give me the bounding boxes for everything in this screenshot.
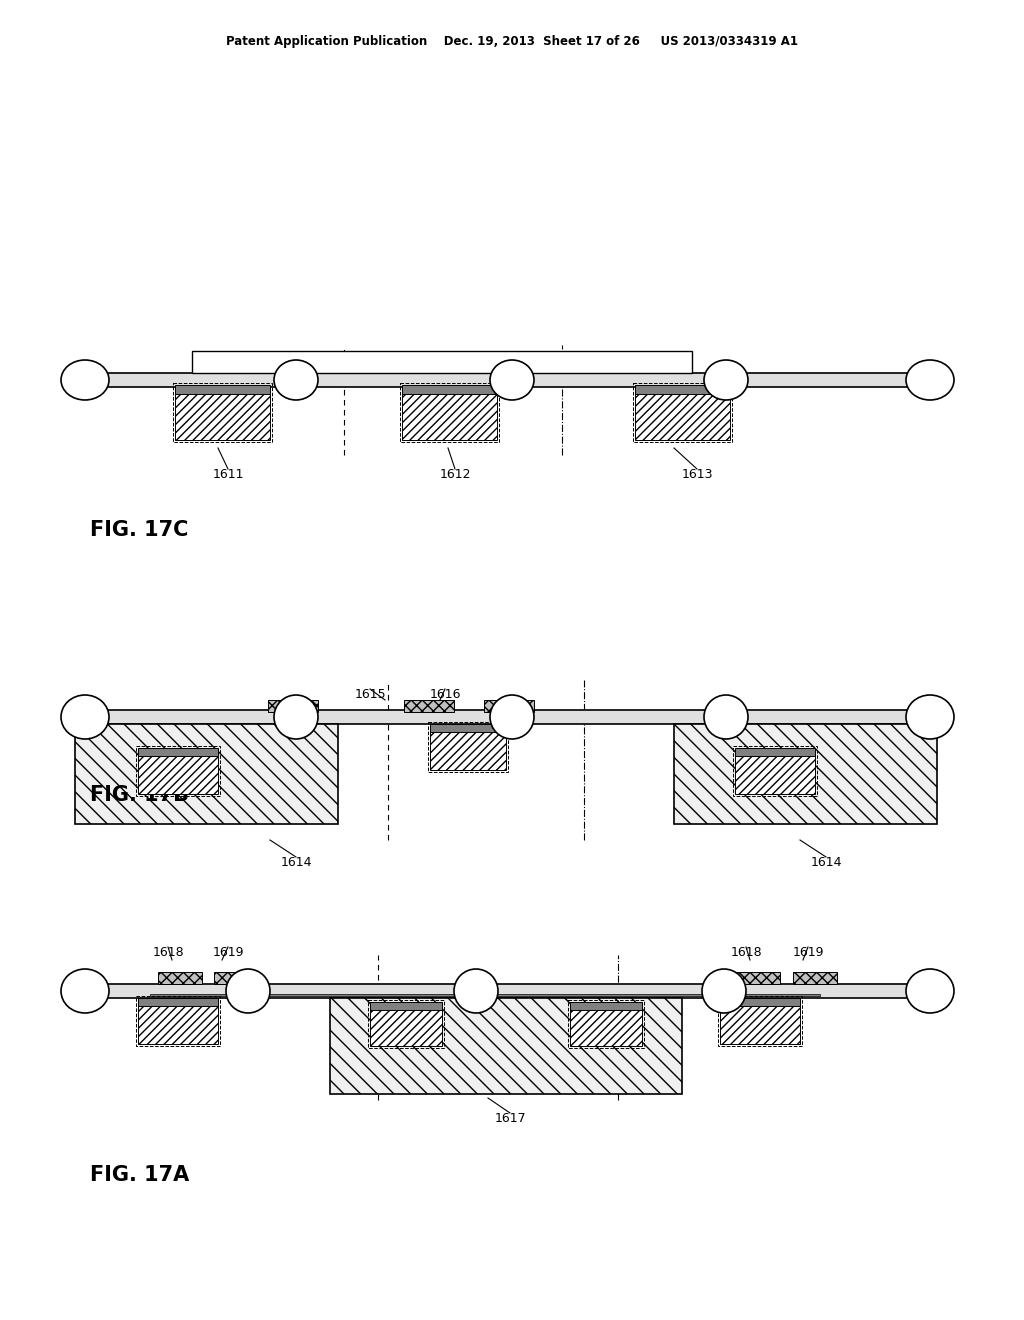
Bar xyxy=(330,998,682,1094)
Text: 1613: 1613 xyxy=(681,469,713,480)
Bar xyxy=(368,1001,444,1048)
Bar xyxy=(736,972,780,983)
Ellipse shape xyxy=(274,696,318,739)
Text: 1615: 1615 xyxy=(354,688,386,701)
Bar xyxy=(402,385,497,393)
Bar xyxy=(428,722,508,772)
Bar xyxy=(138,756,218,795)
Bar xyxy=(570,1002,642,1010)
Text: Patent Application Publication    Dec. 19, 2013  Sheet 17 of 26     US 2013/0334: Patent Application Publication Dec. 19, … xyxy=(226,36,798,49)
Bar xyxy=(138,998,218,1006)
Ellipse shape xyxy=(454,969,498,1012)
Bar xyxy=(150,994,820,997)
Text: 1618: 1618 xyxy=(730,946,762,960)
Text: 1612: 1612 xyxy=(439,469,471,480)
Text: 1614: 1614 xyxy=(810,855,842,869)
Bar xyxy=(138,1006,218,1044)
Text: 1617: 1617 xyxy=(495,1111,525,1125)
Text: FIG. 17C: FIG. 17C xyxy=(90,520,188,540)
Ellipse shape xyxy=(702,969,746,1012)
Bar xyxy=(268,700,318,711)
Text: FIG. 17B: FIG. 17B xyxy=(90,785,189,805)
Bar xyxy=(568,1001,644,1048)
Bar xyxy=(75,723,338,824)
Bar xyxy=(138,748,218,756)
Bar xyxy=(633,383,732,442)
Bar xyxy=(404,700,454,711)
Bar xyxy=(175,385,270,393)
Bar xyxy=(570,1010,642,1045)
Ellipse shape xyxy=(226,969,270,1012)
Text: 1619: 1619 xyxy=(793,946,823,960)
Bar xyxy=(75,374,937,387)
Bar xyxy=(635,385,730,393)
Ellipse shape xyxy=(61,696,109,739)
Ellipse shape xyxy=(705,360,748,400)
Bar xyxy=(484,700,534,711)
Bar xyxy=(136,997,220,1045)
Bar xyxy=(718,997,802,1045)
Ellipse shape xyxy=(906,360,954,400)
Text: FIG. 17A: FIG. 17A xyxy=(90,1166,189,1185)
Bar xyxy=(175,393,270,440)
Bar xyxy=(193,351,692,374)
Text: 1614: 1614 xyxy=(281,855,311,869)
Bar xyxy=(733,746,817,796)
Bar xyxy=(793,972,837,983)
Bar xyxy=(75,983,937,998)
Bar xyxy=(173,383,272,442)
Bar xyxy=(430,723,506,733)
Bar xyxy=(720,998,800,1006)
Ellipse shape xyxy=(274,360,318,400)
Bar xyxy=(158,972,202,983)
Ellipse shape xyxy=(906,969,954,1012)
Text: 1616: 1616 xyxy=(429,688,461,701)
Bar xyxy=(430,733,506,770)
Bar xyxy=(136,746,220,796)
Bar xyxy=(735,756,815,795)
Text: 1618: 1618 xyxy=(153,946,184,960)
Ellipse shape xyxy=(61,360,109,400)
Bar xyxy=(75,710,937,723)
Ellipse shape xyxy=(906,696,954,739)
Text: 1611: 1611 xyxy=(212,469,244,480)
Bar xyxy=(735,748,815,756)
Bar xyxy=(402,393,497,440)
Ellipse shape xyxy=(490,360,534,400)
Bar xyxy=(674,723,937,824)
Bar xyxy=(400,383,499,442)
Ellipse shape xyxy=(705,696,748,739)
Bar xyxy=(214,972,258,983)
Bar xyxy=(720,1006,800,1044)
Bar xyxy=(370,1002,442,1010)
Ellipse shape xyxy=(61,969,109,1012)
Ellipse shape xyxy=(490,696,534,739)
Bar xyxy=(635,393,730,440)
Bar xyxy=(370,1010,442,1045)
Text: 1619: 1619 xyxy=(212,946,244,960)
